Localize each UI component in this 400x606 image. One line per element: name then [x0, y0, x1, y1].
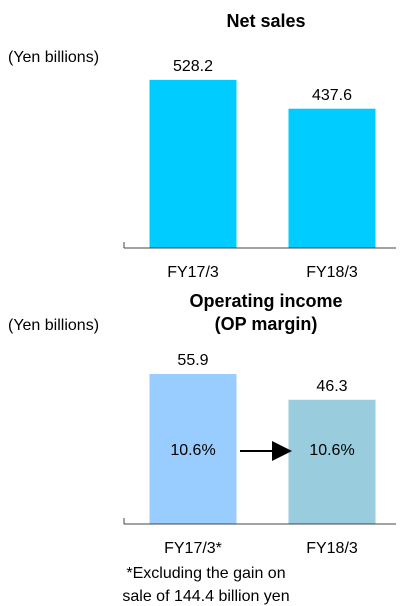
value-label: 55.9	[177, 352, 208, 369]
bar	[288, 399, 376, 524]
chart-subtitle: (OP margin)	[215, 314, 318, 334]
value-label: 528.2	[173, 58, 213, 75]
bar	[149, 374, 237, 524]
value-label: 46.3	[316, 378, 347, 395]
bar	[288, 108, 376, 249]
margin-label: 10.6%	[309, 442, 354, 459]
bar	[149, 79, 237, 249]
x-tick-label: FY17/3	[167, 264, 219, 281]
value-label: 437.6	[312, 87, 352, 104]
y-axis-label: (Yen billions)	[8, 49, 99, 66]
x-tick-label: FY17/3*	[164, 540, 222, 557]
footnote: sale of 144.4 billion yen	[122, 588, 289, 605]
footnote: *Excluding the gain on	[126, 565, 285, 582]
chart-title: Operating income	[189, 291, 342, 311]
chart-title: Net sales	[226, 11, 305, 31]
margin-label: 10.6%	[170, 442, 215, 459]
x-tick-label: FY18/3	[306, 264, 358, 281]
x-tick-label: FY18/3	[306, 540, 358, 557]
y-axis-label: (Yen billions)	[8, 317, 99, 334]
